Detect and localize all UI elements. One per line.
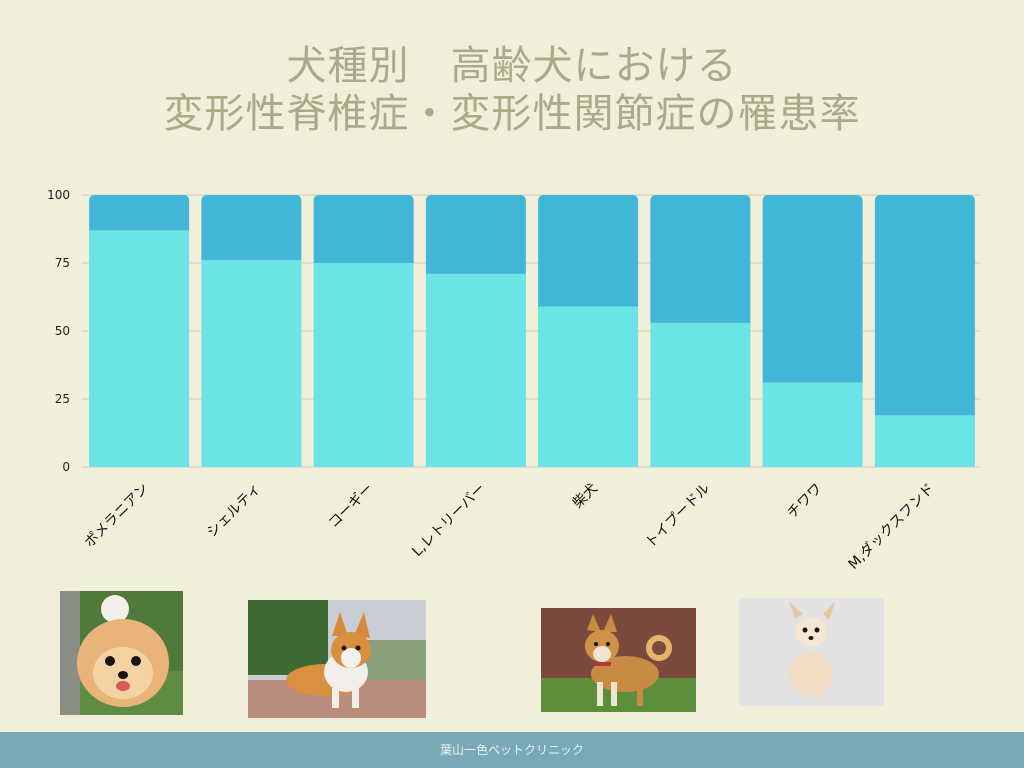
chihuahua-photo-icon	[739, 598, 884, 706]
footer-clinic-name: 葉山一色ペットクリニック	[0, 732, 1024, 768]
x-tick-label-1: シェルティ	[204, 481, 264, 541]
bar-1-series-1	[201, 195, 302, 261]
x-tick-label-6: チワワ	[784, 481, 825, 522]
y-tick-label-0: 0	[62, 460, 70, 474]
bar-0-series-0	[89, 230, 190, 467]
bar-3-series-0	[425, 273, 526, 467]
corgi-photo-icon	[248, 600, 426, 718]
shiba-photo-icon	[541, 608, 696, 712]
bar-4-series-0	[538, 306, 639, 467]
bar-5-series-0	[650, 322, 751, 467]
y-tick-label-2: 50	[55, 324, 70, 338]
y-tick-label-4: 100	[47, 188, 70, 202]
x-tick-label-7: M,ダックスフンド	[846, 481, 938, 573]
bar-0-series-1	[89, 195, 190, 231]
bar-1-series-0	[201, 260, 302, 467]
bar-2-series-1	[313, 195, 414, 263]
bar-6-series-0	[762, 382, 863, 467]
bar-7-series-1	[874, 195, 975, 416]
x-tick-label-4: 柴犬	[570, 481, 601, 512]
bar-7-series-0	[874, 415, 975, 467]
bar-2-series-0	[313, 263, 414, 467]
page-title: 犬種別 高齢犬における 変形性脊椎症・変形性関節症の罹患率	[0, 42, 1024, 138]
title-line-2: 変形性脊椎症・変形性関節症の罹患率	[163, 91, 861, 137]
x-tick-label-0: ポメラニアン	[82, 481, 152, 551]
stacked-bar-chart: 0 25 50 75 100 ポメラニアン シェルティ コーギー L,レトリーバー 柴犬 トイプード…	[47, 188, 980, 573]
title-line-1: 犬種別 高齢犬における	[286, 43, 738, 89]
y-tick-label-3: 75	[55, 256, 70, 270]
pomeranian-photo-icon	[60, 591, 183, 715]
y-tick-label-1: 25	[55, 392, 70, 406]
bar-5-series-1	[650, 195, 751, 323]
x-tick-label-2: コーギー	[326, 481, 377, 532]
x-tick-label-3: L,レトリーバー	[409, 481, 488, 560]
x-tick-label-5: トイプードル	[642, 481, 713, 552]
bar-4-series-1	[538, 195, 639, 307]
bar-3-series-1	[425, 195, 526, 274]
bar-6-series-1	[762, 195, 863, 383]
